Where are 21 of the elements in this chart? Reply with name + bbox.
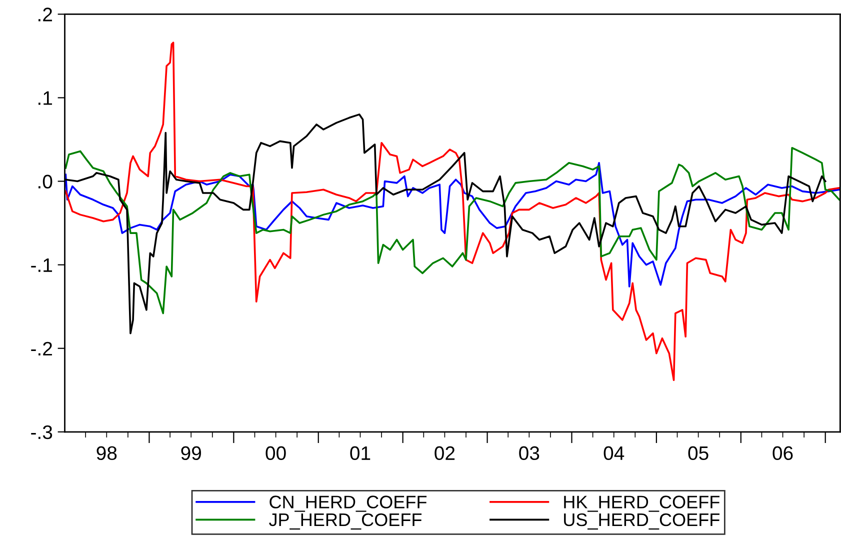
y-tick-label: .1	[38, 91, 52, 105]
line-series	[64, 146, 840, 314]
x-tick-label: 04	[604, 446, 624, 460]
x-tick-label: 00	[266, 446, 286, 460]
legend-label: HK_HERD_COEFF	[564, 496, 720, 512]
x-tick-label: 98	[96, 446, 117, 460]
legend-label: US_HERD_COEFF	[564, 513, 720, 530]
x-tick-label: 01	[350, 446, 370, 460]
y-tick-label: -.3	[31, 425, 52, 440]
x-tick-label: 05	[688, 446, 708, 460]
legend-label: CN_HERD_COEFF	[270, 496, 427, 512]
x-tick-label: 03	[519, 446, 540, 460]
x-tick-label: 06	[772, 446, 793, 460]
y-tick-label: .0	[38, 174, 52, 189]
y-tick-label: -.2	[31, 342, 52, 356]
y-tick-label: .2	[38, 8, 52, 22]
x-tick-label: 99	[181, 446, 201, 460]
line-series	[64, 162, 840, 288]
x-tick-label: 02	[434, 446, 455, 460]
y-tick-label: -.1	[31, 258, 52, 272]
legend-label: JP_HERD_COEFF	[269, 513, 422, 530]
